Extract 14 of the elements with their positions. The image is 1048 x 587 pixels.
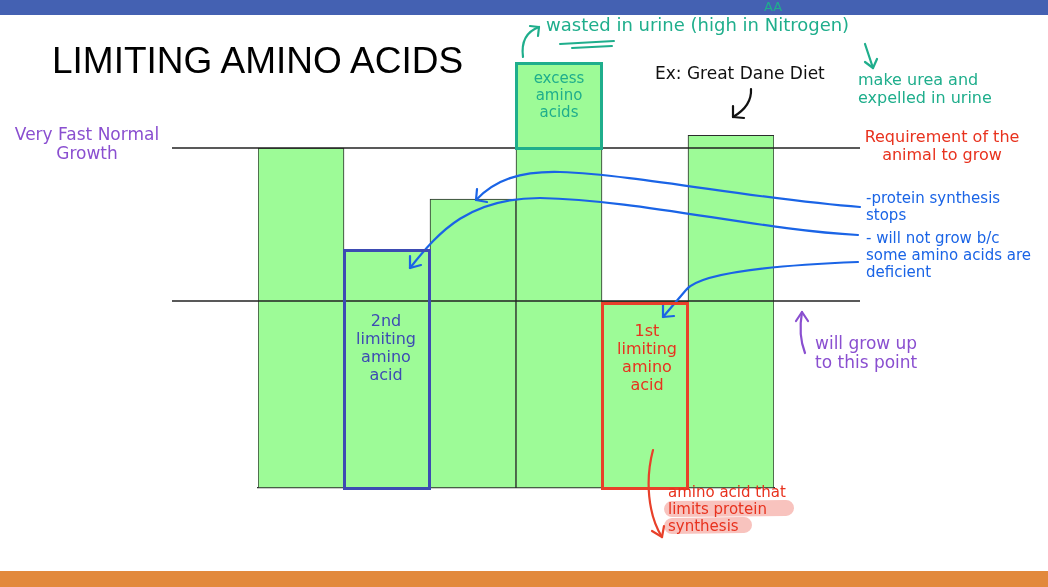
text: will grow up to this point (815, 333, 919, 373)
text: AA (764, 0, 783, 15)
chart-title: LIMITING AMINO ACIDS (52, 40, 464, 81)
annotation: Ex: Great Dane Diet (655, 63, 825, 84)
annotation: 1st limiting amino acid (616, 321, 678, 394)
text: Requirement of the animal to grow (864, 127, 1020, 164)
text: - will not grow b/c some amino acids are deficient (866, 229, 1032, 281)
annotation: excess amino acids (532, 69, 586, 121)
annotation: 2nd limiting amino acid (355, 311, 417, 384)
text: Very Fast Normal Growth (13, 124, 161, 164)
text: wasted in urine (high in Nitrogen) (546, 14, 850, 36)
text: -protein synthesis stops (866, 189, 1002, 224)
text: make urea and expelled in urine (858, 70, 993, 107)
annotation: amino acid that limits protein synthesis (668, 483, 787, 535)
